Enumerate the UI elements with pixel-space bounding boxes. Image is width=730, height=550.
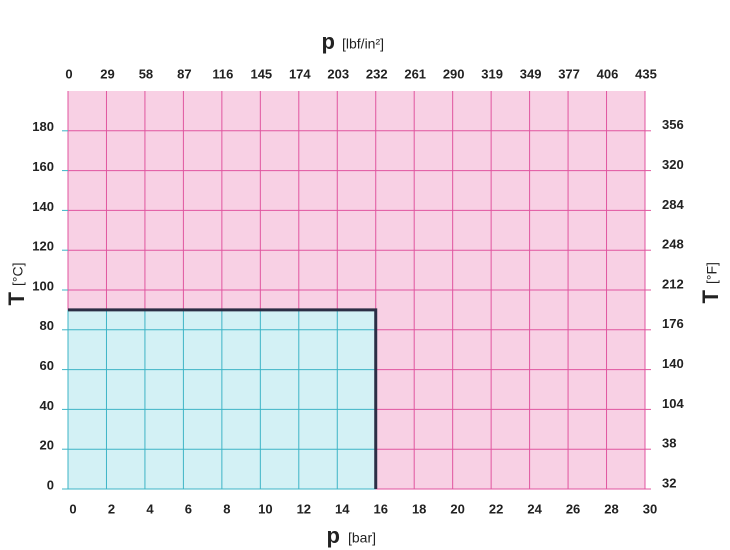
x2-tick-label: 349 — [520, 66, 542, 81]
x-tick-label: 20 — [450, 501, 464, 516]
x2-tick-label: 116 — [212, 66, 233, 81]
y2-tick-label: 248 — [662, 237, 684, 252]
x-label-symbol: p — [327, 523, 340, 548]
y2-tick-label: 32 — [662, 475, 676, 490]
x-tick-label: 10 — [258, 501, 272, 516]
x-tick-label: 26 — [566, 501, 580, 516]
y-tick-label: 100 — [32, 278, 54, 293]
x-tick-label: 22 — [489, 501, 503, 516]
x2-tick-label: 29 — [100, 66, 114, 81]
y2-tick-label: 320 — [662, 157, 684, 172]
y-tick-label: 40 — [40, 398, 54, 413]
x2-tick-label: 232 — [366, 66, 388, 81]
y-label-unit: [°C] — [10, 263, 26, 287]
y-label: T [°C] — [4, 263, 29, 306]
x2-tick-label: 203 — [327, 66, 349, 81]
x-tick-label: 18 — [412, 501, 426, 516]
x-tick-label: 0 — [69, 501, 76, 516]
x-tick-label: 2 — [108, 501, 115, 516]
y-tick-label: 180 — [32, 119, 54, 134]
y-label-symbol: T — [4, 291, 29, 305]
y2-tick-label: 104 — [662, 396, 684, 411]
y2-tick-label: 140 — [662, 356, 684, 371]
y2-tick-label: 284 — [662, 197, 684, 212]
x-tick-label: 4 — [146, 501, 154, 516]
x-tick-label: 16 — [373, 501, 387, 516]
y2-tick-label: 356 — [662, 117, 684, 132]
x-tick-label: 12 — [297, 501, 311, 516]
y-tick-label: 0 — [47, 477, 54, 492]
x2-label-unit: [lbf/in²] — [342, 36, 384, 52]
x-tick-label: 14 — [335, 501, 350, 516]
y-tick-label: 20 — [40, 438, 54, 453]
y2-label: T [°F] — [698, 262, 723, 303]
x2-tick-label: 319 — [481, 66, 503, 81]
x2-tick-label: 406 — [597, 66, 619, 81]
x2-tick-label: 174 — [289, 66, 311, 81]
x2-label-symbol: p — [322, 29, 335, 54]
x2-tick-label: 145 — [250, 66, 272, 81]
y-tick-label: 60 — [40, 358, 54, 373]
limit-border — [68, 308, 378, 489]
y2-tick-label: 212 — [662, 276, 684, 291]
y2-tick-label: 38 — [662, 436, 676, 451]
x2-tick-label: 58 — [139, 66, 153, 81]
x-tick-label: 28 — [604, 501, 618, 516]
y-tick-label: 80 — [40, 318, 54, 333]
x2-tick-label: 290 — [443, 66, 465, 81]
x2-tick-label: 0 — [65, 66, 72, 81]
x2-tick-label: 87 — [177, 66, 191, 81]
x-tick-label: 24 — [527, 501, 542, 516]
x-label-unit: [bar] — [348, 530, 376, 546]
x-tick-label: 8 — [223, 501, 230, 516]
y2-label-symbol: T — [698, 289, 723, 303]
x-tick-label: 6 — [185, 501, 192, 516]
x2-tick-label: 377 — [558, 66, 580, 81]
y2-label-unit: [°F] — [704, 262, 720, 284]
x-tick-label: 30 — [643, 501, 657, 516]
y-tick-label: 140 — [32, 199, 54, 214]
y2-tick-label: 176 — [662, 316, 684, 331]
x2-tick-label: 435 — [635, 66, 657, 81]
y-tick-label: 160 — [32, 159, 54, 174]
x2-tick-label: 261 — [404, 66, 426, 81]
y-tick-label: 120 — [32, 239, 54, 254]
